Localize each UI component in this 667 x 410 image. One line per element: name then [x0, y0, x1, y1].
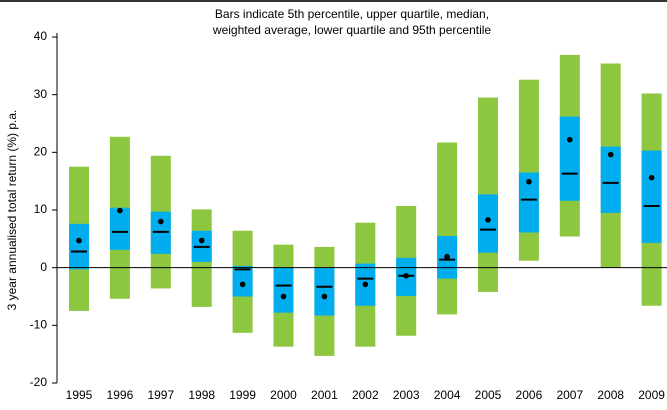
quartile-range [314, 267, 335, 316]
x-tick-label: 2008 [597, 388, 624, 402]
weighted-average [117, 207, 123, 214]
weighted-average [526, 178, 532, 185]
x-tick-label: 1999 [229, 388, 256, 402]
chart-subtitle: weighted average, lower quartile and 95t… [212, 23, 492, 37]
weighted-average [485, 217, 491, 223]
weighted-average [567, 136, 573, 143]
x-tick-label: 2001 [311, 388, 338, 402]
weighted-average [280, 293, 287, 300]
x-tick-label: 2000 [270, 388, 297, 402]
weighted-average [198, 237, 205, 244]
quartile-range [273, 267, 294, 313]
y-tick-label: -10 [30, 318, 48, 332]
x-tick-label: 1997 [147, 388, 174, 402]
quartile-range [232, 265, 253, 297]
weighted-average [239, 281, 246, 288]
x-tick-label: 2004 [434, 388, 461, 402]
x-tick-label: 2007 [556, 388, 583, 402]
quartile-range [600, 146, 621, 213]
weighted-average [444, 253, 450, 260]
y-axis-label: 3 year annualised total return (%) p.a. [5, 110, 19, 311]
quartile-range [518, 172, 539, 233]
quartile-range [478, 194, 498, 253]
weighted-average [158, 218, 164, 225]
x-tick-label: 2002 [352, 388, 379, 402]
y-tick-label: 20 [34, 145, 48, 159]
x-tick-label: 2003 [393, 388, 420, 402]
quartile-range [641, 150, 662, 243]
y-tick-label: 10 [34, 202, 48, 216]
weighted-average [648, 174, 655, 181]
y-tick-label: -20 [30, 375, 48, 389]
weighted-average [321, 293, 328, 300]
percentile-range [437, 142, 458, 315]
x-tick-label: 2009 [638, 388, 665, 402]
x-tick-label: 1996 [107, 388, 134, 402]
weighted-average [607, 151, 614, 158]
x-tick-label: 2006 [516, 388, 543, 402]
quartile-range [559, 116, 580, 201]
weighted-average [76, 237, 82, 244]
x-tick-label: 1998 [188, 388, 215, 402]
x-tick-label: 1995 [66, 388, 93, 402]
weighted-average [362, 281, 369, 288]
chart-title: Bars indicate 5th percentile, upper quar… [215, 7, 489, 21]
x-tick-label: 2005 [475, 388, 502, 402]
weighted-average [403, 272, 410, 279]
y-tick-label: 40 [34, 29, 48, 43]
percentile-range [518, 79, 539, 261]
quartile-range [109, 207, 130, 250]
quartile-range [69, 223, 89, 270]
y-tick-label: 30 [34, 87, 48, 101]
y-tick-label: 0 [40, 260, 47, 274]
